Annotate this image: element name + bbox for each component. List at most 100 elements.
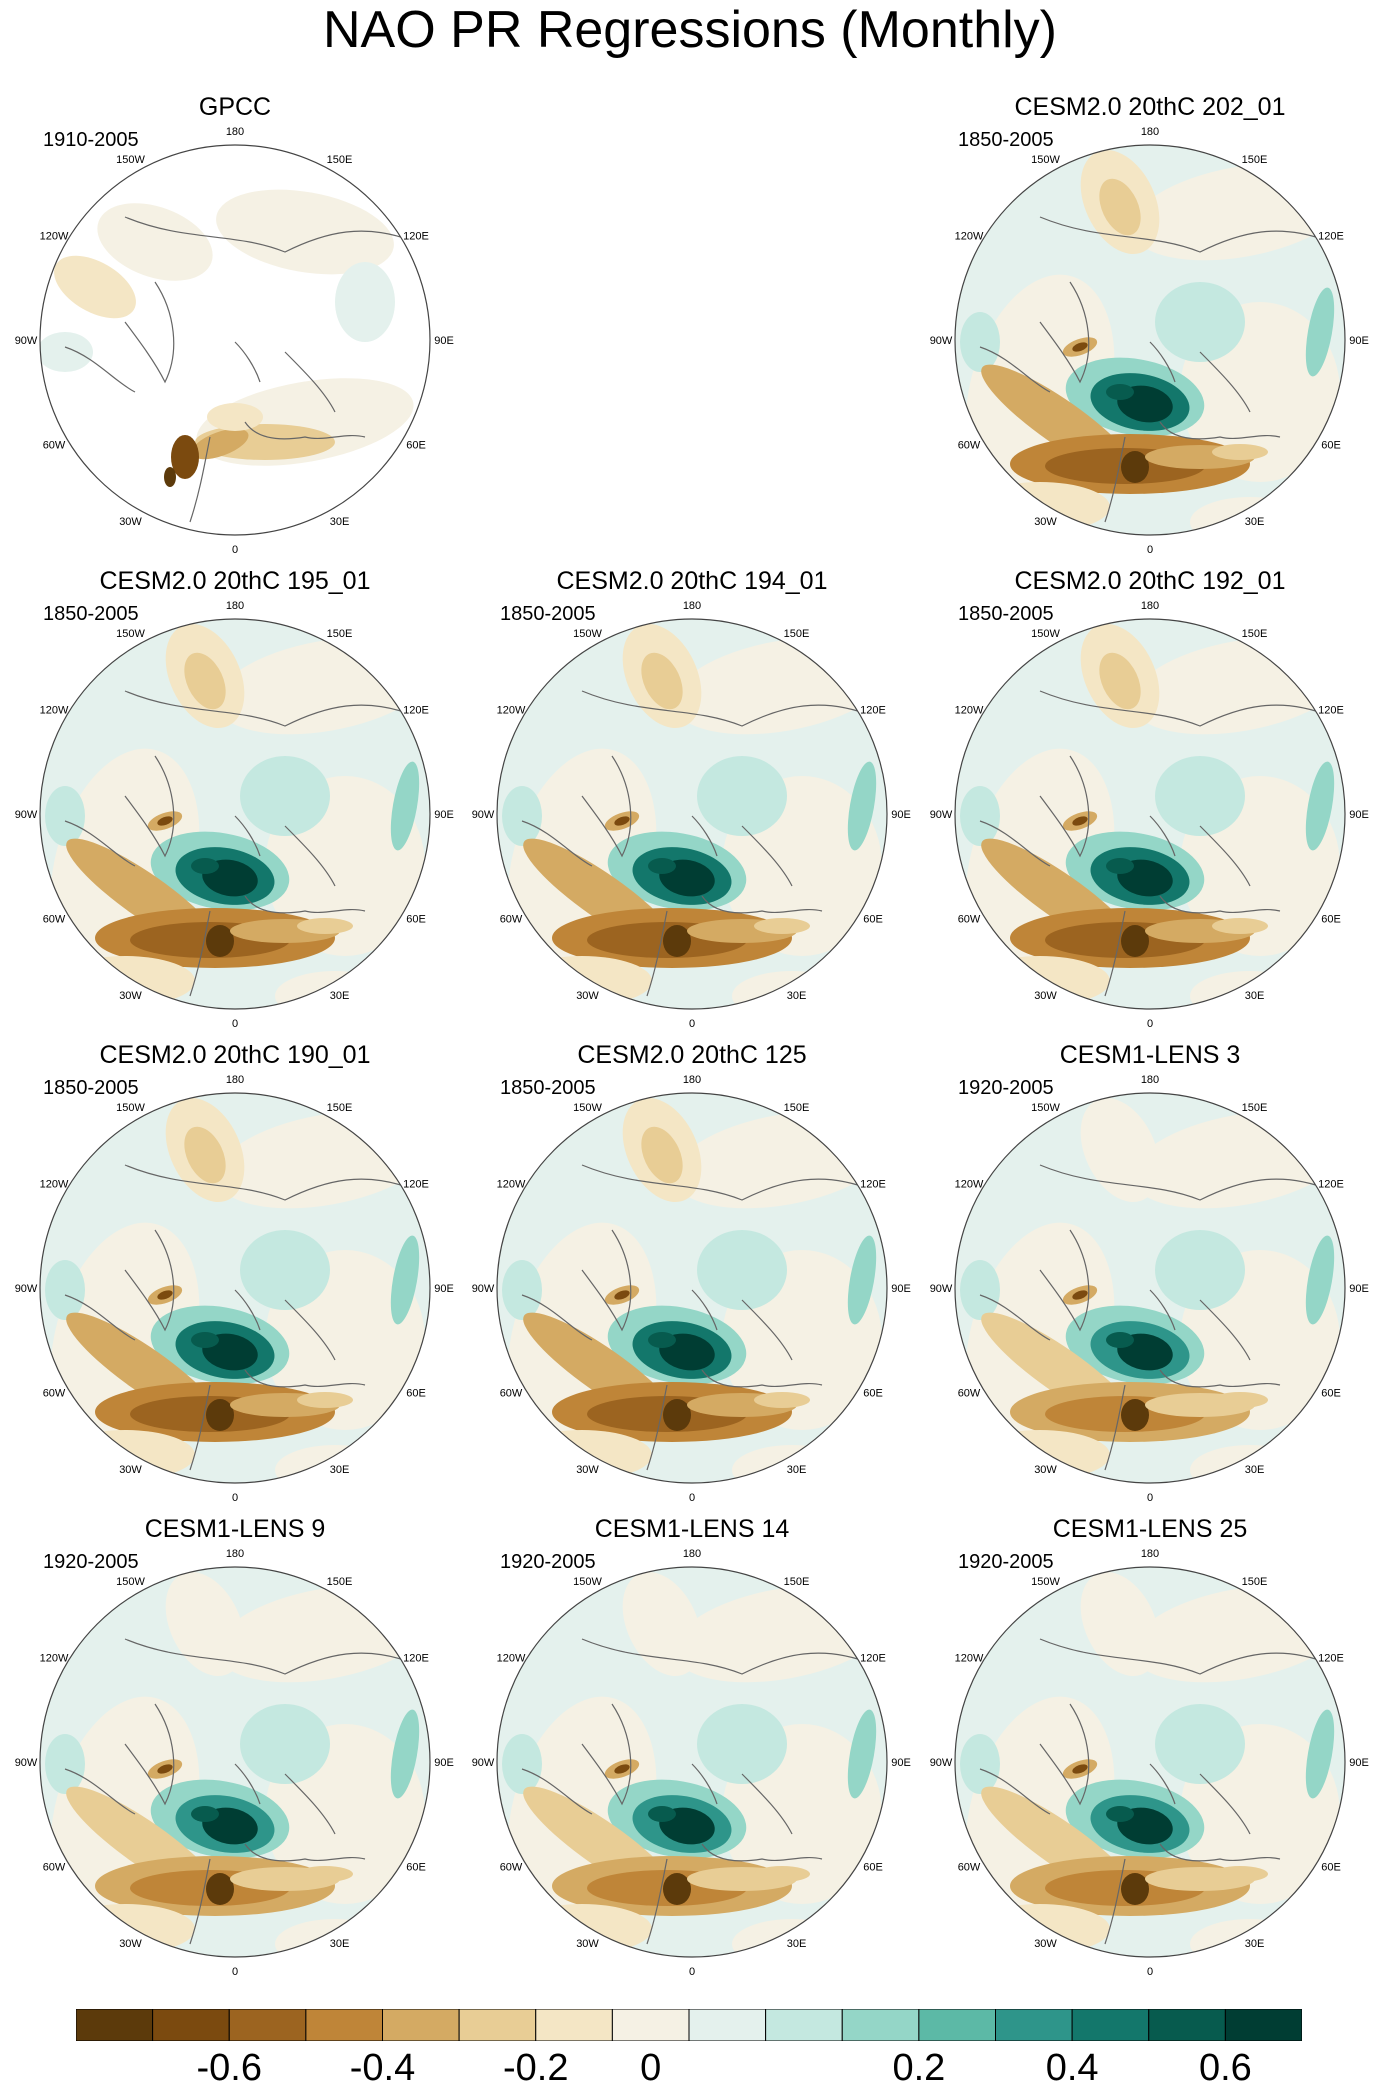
longitude-label: 90E [891, 809, 911, 821]
dry-spot [614, 1290, 630, 1300]
coastline [244, 421, 366, 440]
longitude-label: 120E [403, 231, 429, 243]
colorbar-swatch [995, 2008, 1073, 2042]
coastlines [64, 690, 416, 997]
map-field [497, 619, 887, 1009]
panel-years: 1920-2005 [958, 1077, 1054, 1099]
longitude-label: 90W [15, 809, 38, 821]
coastline [1039, 755, 1090, 858]
longitude-label: 30E [1245, 1938, 1265, 1950]
map-boundary [954, 618, 1346, 1010]
wet-patch [1155, 1704, 1245, 1784]
wet-patch [1155, 756, 1245, 836]
longitude-label: 60W [958, 1388, 981, 1400]
coastline [189, 910, 211, 997]
colorbar-swatch [152, 2008, 230, 2042]
atlantic-wet-core [191, 858, 219, 874]
polar-map: 180 150E 120E 90E 60E 30E 0 30W 60W 90W 120W 150W [15, 126, 454, 556]
coastline [646, 1384, 668, 1471]
colorbar-swatch [305, 2008, 383, 2042]
longitude-label: 60E [863, 914, 883, 926]
colorbar-swatch [1071, 2008, 1150, 2042]
longitude-label: 90W [472, 809, 495, 821]
panel-title: CESM2.0 20thC 192_01 [1014, 567, 1286, 595]
atlantic-dry-core [663, 1399, 691, 1431]
coastline [701, 1843, 823, 1862]
longitude-label: 60W [958, 1862, 981, 1874]
dry-spot [1072, 1764, 1088, 1774]
longitude-label: 120W [497, 1179, 526, 1191]
dry-spot [157, 1290, 173, 1300]
map-field [955, 145, 1345, 535]
dry-spot [1072, 342, 1088, 352]
panel-title: CESM1-LENS 9 [144, 1515, 326, 1543]
wet-patch [960, 1734, 1000, 1794]
longitude-label: 120W [497, 1653, 526, 1665]
colorbar-swatch [841, 2008, 920, 2042]
coastline [1199, 351, 1251, 413]
longitude-label: 0 [1147, 544, 1153, 556]
dry-anomaly [164, 467, 176, 487]
land-area [335, 262, 395, 342]
map-boundary [39, 1566, 431, 1958]
panel-title: CESM2.0 20thC 190_01 [99, 1041, 371, 1069]
coastline [284, 1299, 336, 1361]
longitude-label: 120E [1318, 231, 1344, 243]
longitude-label: 180 [226, 600, 244, 612]
coastlines [979, 1638, 1331, 1945]
coastline [979, 820, 1051, 867]
panel-years: 1920-2005 [500, 1551, 596, 1573]
land-area [54, 255, 136, 319]
coastline [581, 755, 632, 858]
longitude-label: 30W [119, 1938, 142, 1950]
mediterranean-dry [297, 918, 353, 934]
longitude-label: 60E [863, 1862, 883, 1874]
colorbar-swatch [75, 2008, 154, 2042]
longitude-label: 180 [683, 1548, 701, 1560]
longitude-label: 150W [116, 1576, 145, 1588]
longitude-label: 90W [15, 335, 38, 347]
longitude-label: 120W [40, 1179, 69, 1191]
coastlines [979, 690, 1331, 997]
coastline [979, 346, 1051, 393]
dry-spot [1072, 1290, 1088, 1300]
longitude-label: 150W [1031, 1102, 1060, 1114]
longitude-label: 180 [226, 1548, 244, 1560]
coastline [124, 1703, 175, 1806]
panel-years: 1850-2005 [43, 1077, 139, 1099]
coastline [124, 1164, 416, 1201]
wet-patch [502, 1260, 542, 1320]
longitude-label: 150E [1242, 628, 1268, 640]
coastline [284, 1773, 336, 1835]
longitude-label: 90E [434, 335, 454, 347]
longitude-label: 120W [40, 231, 69, 243]
atlantic-dry-core [1121, 925, 1149, 957]
longitude-label: 180 [683, 1074, 701, 1086]
panel-title: CESM1-LENS 25 [1052, 1515, 1248, 1543]
map-panel: 180 150E 120E 90E 60E 30E 0 30W 60W 90W 120W 150W CE… [920, 92, 1380, 562]
map-boundary [954, 1092, 1346, 1484]
longitude-label: 0 [689, 1492, 695, 1504]
atlantic-wet-core [191, 1332, 219, 1348]
wet-patch [502, 786, 542, 846]
longitude-label: 90E [1349, 1283, 1369, 1295]
mediterranean-dry [1212, 918, 1268, 934]
wet-patch [960, 312, 1000, 372]
colorbar [75, 2008, 1303, 2042]
atlantic-dry-core [206, 1873, 234, 1905]
panel-years: 1850-2005 [958, 603, 1054, 625]
longitude-label: 60W [43, 914, 66, 926]
map-field [40, 1093, 430, 1483]
coastline [581, 1229, 632, 1332]
longitude-label: 150E [1242, 154, 1268, 166]
pacific-dry-patch [184, 1126, 226, 1184]
land-area [97, 203, 213, 281]
map-boundary [496, 1092, 888, 1484]
polar-map: 180 150E 120E 90E 60E 30E 0 30W 60W 90W 120W 150W [472, 1074, 911, 1504]
pacific-dry-patch [1099, 652, 1141, 710]
coastlines [979, 216, 1331, 523]
longitude-label: 90W [472, 1283, 495, 1295]
map-boundary [39, 618, 431, 1010]
longitude-label: 0 [232, 1966, 238, 1978]
longitude-label: 30W [1034, 1464, 1057, 1476]
